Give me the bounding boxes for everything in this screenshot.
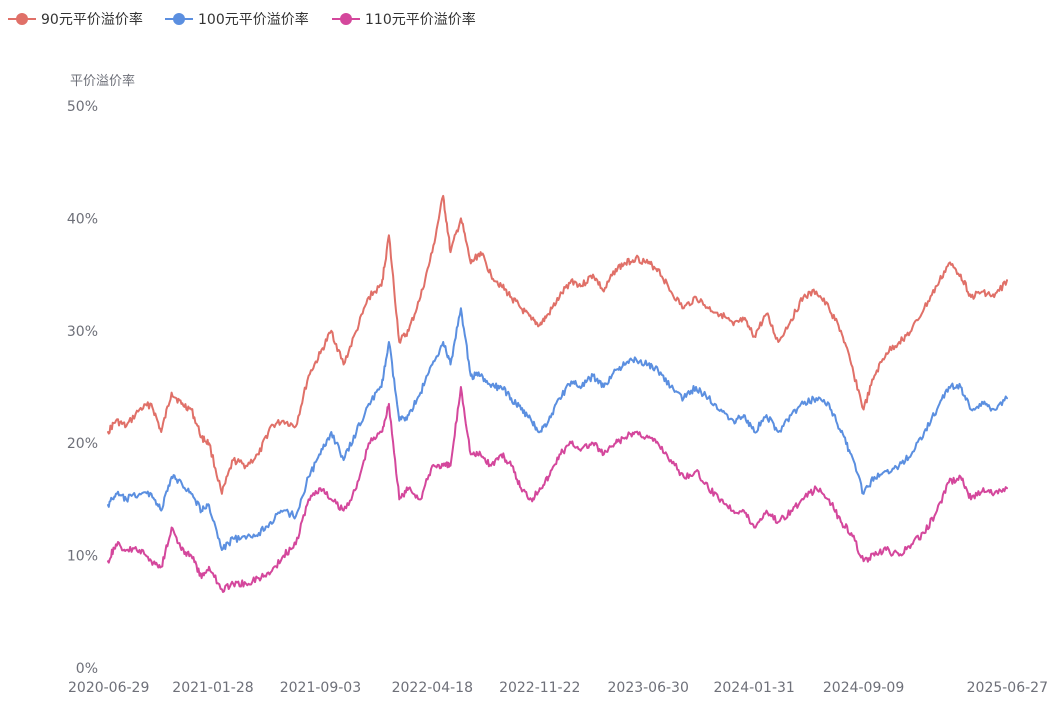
y-tick-label: 30% bbox=[67, 324, 98, 340]
x-tick-label: 2022-04-18 bbox=[392, 680, 473, 696]
x-tick-label: 2024-09-09 bbox=[823, 680, 904, 696]
x-tick-label: 2021-01-28 bbox=[172, 680, 253, 696]
series-lines bbox=[107, 194, 1008, 593]
x-tick-label: 2022-11-22 bbox=[499, 680, 580, 696]
y-axis-ticks: 0% 10% 20% 30% 40% 50% bbox=[67, 99, 98, 677]
y-tick-label: 40% bbox=[67, 211, 98, 227]
x-tick-label: 2020-06-29 bbox=[68, 680, 149, 696]
y-tick-label: 20% bbox=[67, 436, 98, 452]
legend-label: 100元平价溢价率 bbox=[198, 11, 309, 28]
series-2-line bbox=[107, 307, 1008, 551]
legend-item-1[interactable]: 90元平价溢价率 bbox=[8, 11, 143, 28]
x-axis-ticks: 2020-06-29 2021-01-28 2021-09-03 2022-04-18… bbox=[68, 680, 1048, 696]
x-tick-label: 2021-09-03 bbox=[280, 680, 361, 696]
legend-circle-icon bbox=[16, 13, 28, 25]
series-1-line bbox=[107, 194, 1008, 495]
x-tick-label: 2023-06-30 bbox=[608, 680, 689, 696]
legend: 90元平价溢价率 100元平价溢价率 110元平价溢价率 bbox=[8, 11, 476, 28]
series-3-line bbox=[107, 386, 1008, 593]
x-tick-label: 2024-01-31 bbox=[713, 680, 794, 696]
legend-circle-icon bbox=[173, 13, 185, 25]
y-axis-title: 平价溢价率 bbox=[70, 73, 135, 89]
y-tick-label: 50% bbox=[67, 99, 98, 115]
legend-label: 110元平价溢价率 bbox=[365, 11, 476, 28]
legend-circle-icon bbox=[340, 13, 352, 25]
y-tick-label: 10% bbox=[67, 549, 98, 565]
legend-item-2[interactable]: 100元平价溢价率 bbox=[165, 11, 309, 28]
legend-item-3[interactable]: 110元平价溢价率 bbox=[332, 11, 476, 28]
legend-label: 90元平价溢价率 bbox=[41, 11, 143, 28]
y-tick-label: 0% bbox=[76, 661, 98, 677]
x-tick-label: 2025-06-27 bbox=[967, 680, 1048, 696]
